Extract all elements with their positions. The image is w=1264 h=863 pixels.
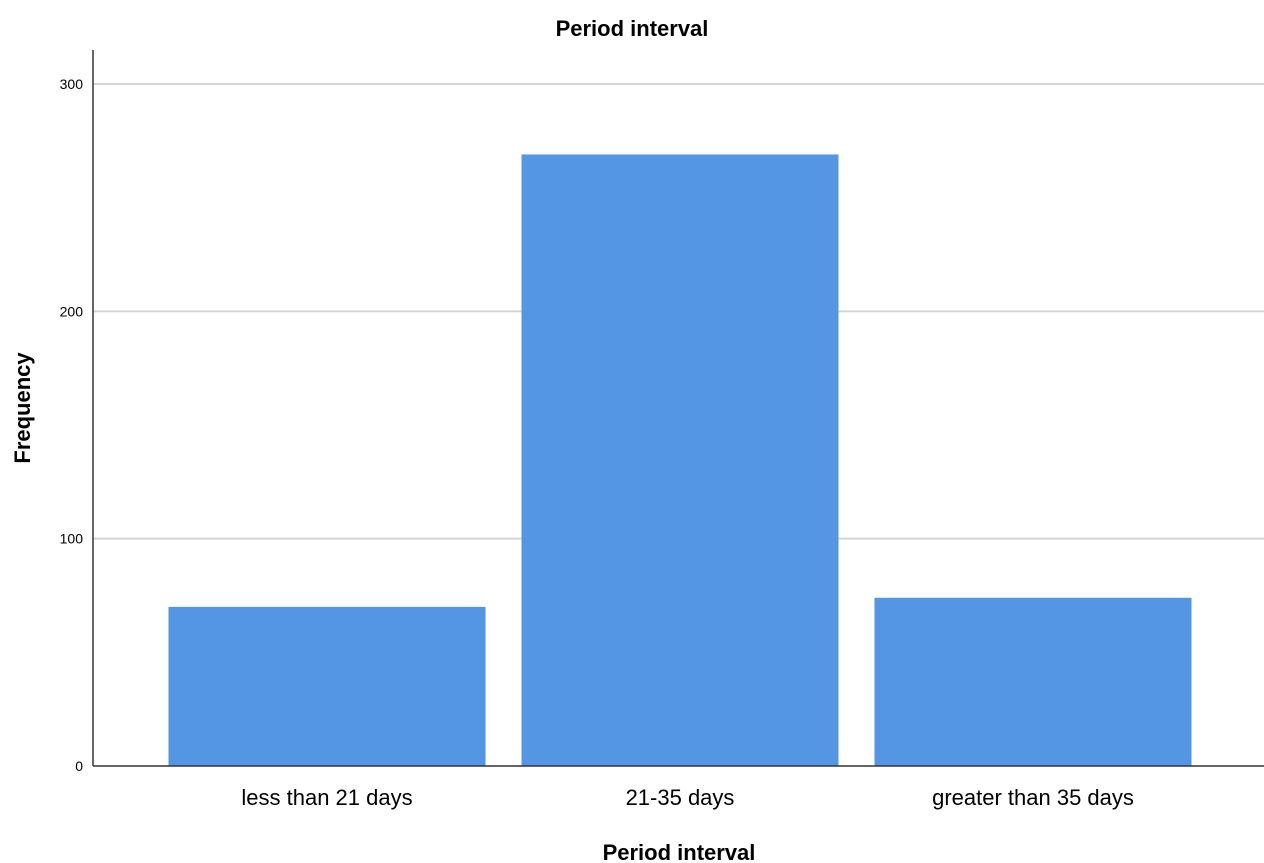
bars [168,154,1192,766]
bar-3 [874,597,1192,766]
y-tick-label: 100 [60,531,84,547]
y-axis-ticks: 0 100 200 300 [60,76,84,774]
x-axis-title: Period interval [603,840,756,863]
bar-2 [521,154,839,766]
y-tick-label: 0 [75,758,83,774]
x-axis-ticks: less than 21 days 21-35 days greater than … [241,785,1134,810]
x-tick-label: less than 21 days [241,785,412,810]
x-tick-label: 21-35 days [626,785,735,810]
x-tick-label: greater than 35 days [932,785,1134,810]
y-tick-label: 300 [60,76,84,92]
y-tick-label: 200 [60,303,84,319]
bar-1 [168,606,486,766]
y-axis-title: Frequency [10,352,35,464]
chart-title: Period interval [556,16,709,41]
